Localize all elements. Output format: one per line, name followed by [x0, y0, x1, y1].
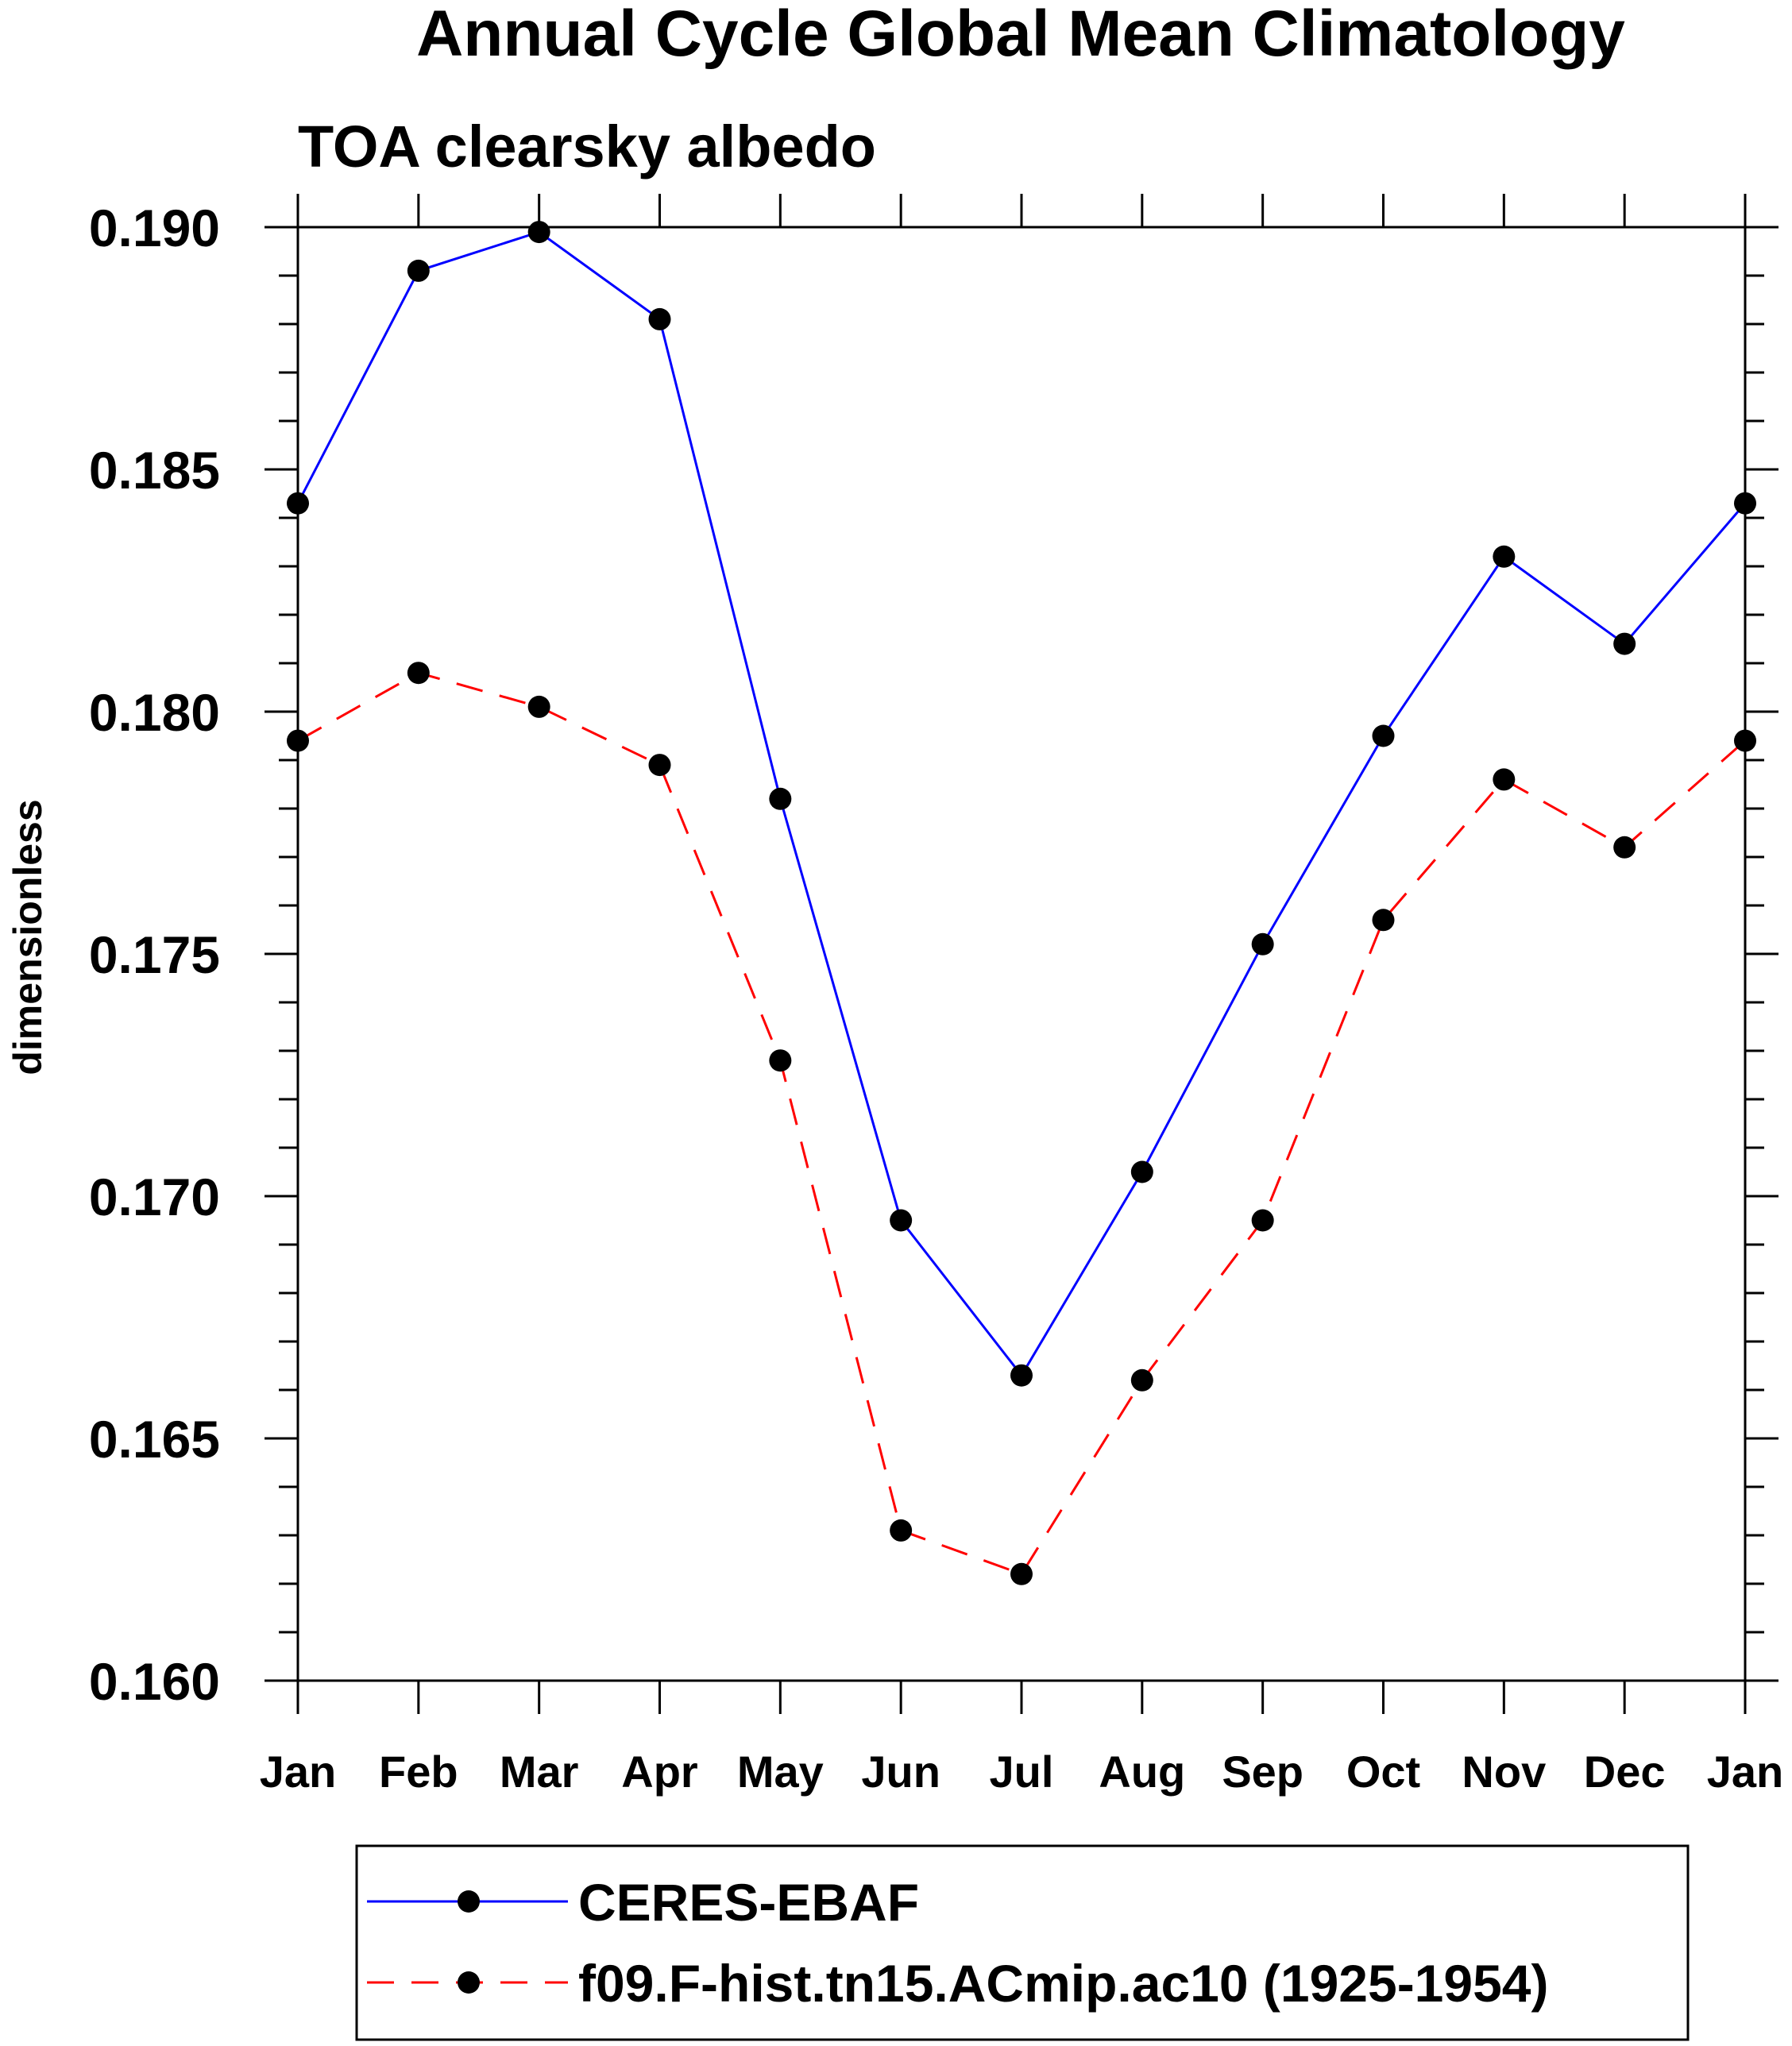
- data-point: [527, 221, 550, 244]
- y-tick-label: 0.165: [89, 1410, 220, 1469]
- data-point: [1130, 1369, 1153, 1392]
- legend-label-1: CERES-EBAF: [578, 1873, 919, 1932]
- plot-frame: [296, 226, 1747, 1682]
- legend-box: [355, 1844, 1690, 2041]
- data-point: [1613, 632, 1636, 655]
- y-tick-label: 0.180: [89, 683, 220, 742]
- y-tick-label: 0.185: [89, 441, 220, 500]
- x-tick-label: Mar: [500, 1747, 579, 1797]
- data-point: [1010, 1562, 1033, 1585]
- data-point: [769, 787, 792, 810]
- series-1: [287, 221, 1756, 1387]
- legend-marker-2: [458, 1971, 480, 1994]
- data-point: [1372, 909, 1395, 932]
- data-point: [1130, 1160, 1153, 1183]
- data-point: [1251, 1209, 1274, 1232]
- x-tick-label: Oct: [1346, 1747, 1420, 1797]
- data-point: [648, 754, 671, 777]
- data-point: [287, 729, 309, 752]
- data-point: [1493, 768, 1516, 791]
- legend-label-2: f09.F-hist.tn15.ACmip.ac10 (1925-1954): [578, 1954, 1548, 2013]
- data-point: [769, 1049, 792, 1072]
- data-point: [648, 307, 671, 330]
- x-tick-label: Jul: [990, 1747, 1054, 1797]
- axis-ticks: [265, 194, 1778, 1714]
- data-point: [1251, 932, 1274, 955]
- y-tick-labels: 0.160 0.165 0.170 0.175 0.180 0.185 0.190: [89, 199, 220, 1711]
- data-point: [1734, 729, 1756, 752]
- data-point: [1734, 492, 1756, 515]
- x-tick-label: Aug: [1099, 1747, 1185, 1797]
- data-point: [1010, 1364, 1033, 1387]
- data-point: [1613, 836, 1636, 859]
- series-line: [296, 230, 1747, 1378]
- y-tick-label: 0.160: [89, 1652, 220, 1711]
- chart-subtitle: TOA clearsky albedo: [298, 114, 876, 180]
- y-axis-label: dimensionless: [6, 799, 50, 1075]
- x-tick-label: Jan: [260, 1747, 337, 1797]
- y-tick-label: 0.170: [89, 1168, 220, 1226]
- data-point: [287, 492, 309, 515]
- data-point: [1493, 545, 1516, 568]
- x-tick-label: Sep: [1222, 1747, 1303, 1797]
- data-point: [890, 1519, 913, 1542]
- x-tick-label: Dec: [1584, 1747, 1666, 1797]
- x-tick-label: Jan: [1707, 1747, 1784, 1797]
- data-point: [407, 662, 430, 685]
- legend-marker-1: [458, 1890, 480, 1913]
- data-point: [890, 1209, 913, 1232]
- series-2: [287, 662, 1756, 1585]
- x-tick-label: Nov: [1462, 1747, 1546, 1797]
- x-tick-label: Jun: [861, 1747, 940, 1797]
- x-tick-label: Feb: [379, 1747, 458, 1797]
- chart-title: Annual Cycle Global Mean Climatology: [416, 0, 1625, 70]
- y-tick-label: 0.190: [89, 199, 220, 257]
- x-tick-label: May: [737, 1747, 824, 1797]
- y-tick-label: 0.175: [89, 925, 220, 984]
- data-point: [407, 259, 430, 282]
- data-point: [1372, 724, 1395, 747]
- series-line: [297, 671, 1746, 1576]
- x-tick-labels: Jan Feb Mar Apr May Jun Jul Aug Sep Oct Nov Dec Jan: [260, 1747, 1784, 1797]
- x-tick-label: Apr: [621, 1747, 697, 1797]
- series-layer: [287, 221, 1756, 1585]
- legend: CERES-EBAF f09.F-hist.tn15.ACmip.ac10 (19…: [355, 1844, 1690, 2041]
- data-point: [527, 695, 550, 718]
